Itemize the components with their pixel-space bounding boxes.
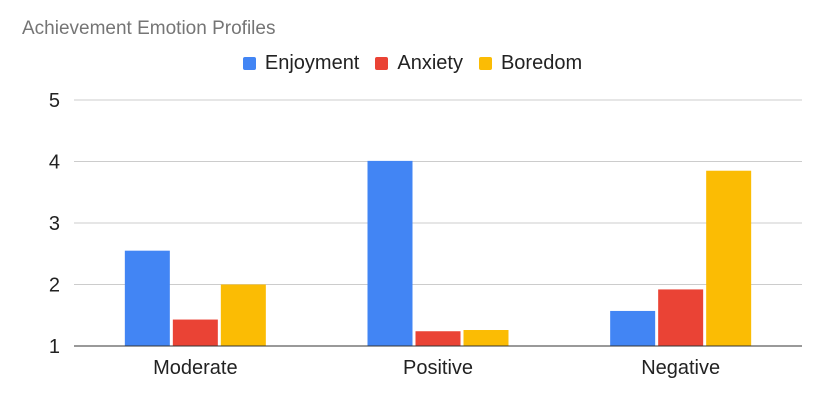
legend-swatch-enjoyment: [242, 57, 256, 70]
bar-enjoyment-negative: [610, 310, 656, 346]
x-tick-label: Moderate: [153, 357, 238, 379]
x-tick-label: Positive: [403, 357, 473, 379]
y-tick-label: 2: [49, 275, 60, 297]
bar-anxiety-moderate: [172, 319, 218, 346]
x-tick-label: Negative: [641, 357, 720, 379]
legend-item-enjoyment: Enjoyment: [242, 52, 360, 75]
legend-swatch-boredom: [478, 57, 492, 70]
bar-anxiety-positive: [415, 331, 461, 346]
bar-boredom-negative: [706, 170, 752, 346]
legend-item-boredom: Boredom: [478, 52, 583, 75]
chart-title: Achievement Emotion Profiles: [22, 18, 276, 39]
y-tick-label: 1: [49, 336, 60, 358]
legend-label-anxiety: Anxiety: [397, 52, 463, 74]
legend-label-boredom: Boredom: [500, 52, 583, 74]
bar-boredom-moderate: [220, 284, 266, 346]
bar-enjoyment-positive: [367, 160, 413, 346]
y-tick-label: 3: [49, 213, 60, 235]
legend: Enjoyment Anxiety Boredom: [0, 52, 825, 75]
bar-enjoyment-moderate: [124, 250, 170, 346]
legend-item-anxiety: Anxiety: [375, 52, 463, 75]
y-tick-label: 4: [49, 152, 60, 174]
bar-anxiety-negative: [658, 289, 704, 346]
y-tick-label: 5: [49, 90, 60, 112]
legend-swatch-anxiety: [375, 57, 389, 70]
legend-label-enjoyment: Enjoyment: [264, 52, 360, 74]
bar-boredom-positive: [463, 330, 509, 346]
